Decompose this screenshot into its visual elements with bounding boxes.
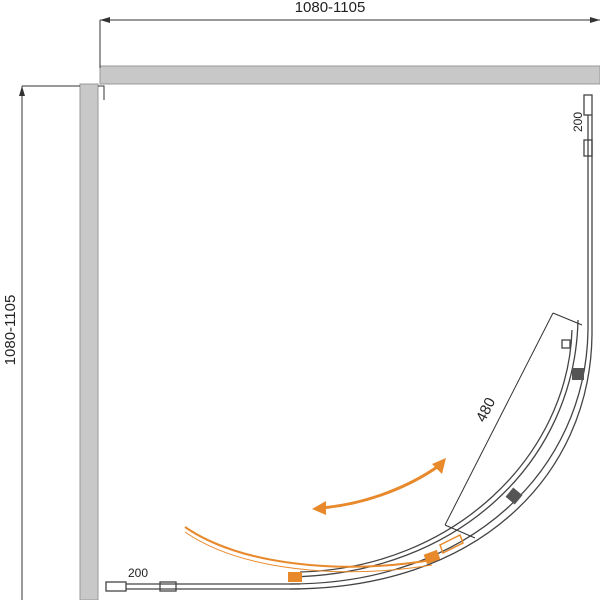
top-wall <box>99 65 600 85</box>
curved-glass <box>289 319 593 590</box>
roller <box>572 368 584 380</box>
left-dimension <box>19 85 80 600</box>
top-dimension <box>99 17 600 68</box>
left-wall <box>79 83 99 600</box>
bottom-panel-label: 200 <box>128 566 148 580</box>
right-panel-label: 200 <box>571 112 585 132</box>
sliding-arrow <box>312 458 446 515</box>
handle <box>561 339 571 349</box>
roller <box>505 487 523 505</box>
width-label: 1080-1105 <box>295 0 366 16</box>
door-dimension <box>444 312 583 539</box>
corner-mark <box>98 85 105 100</box>
bottom-fixed-panel <box>105 581 300 592</box>
right-fixed-panel <box>583 94 593 335</box>
depth-label: 1080-1105 <box>2 295 19 366</box>
door-swing <box>184 526 464 582</box>
door-width-label: 480 <box>473 395 500 425</box>
